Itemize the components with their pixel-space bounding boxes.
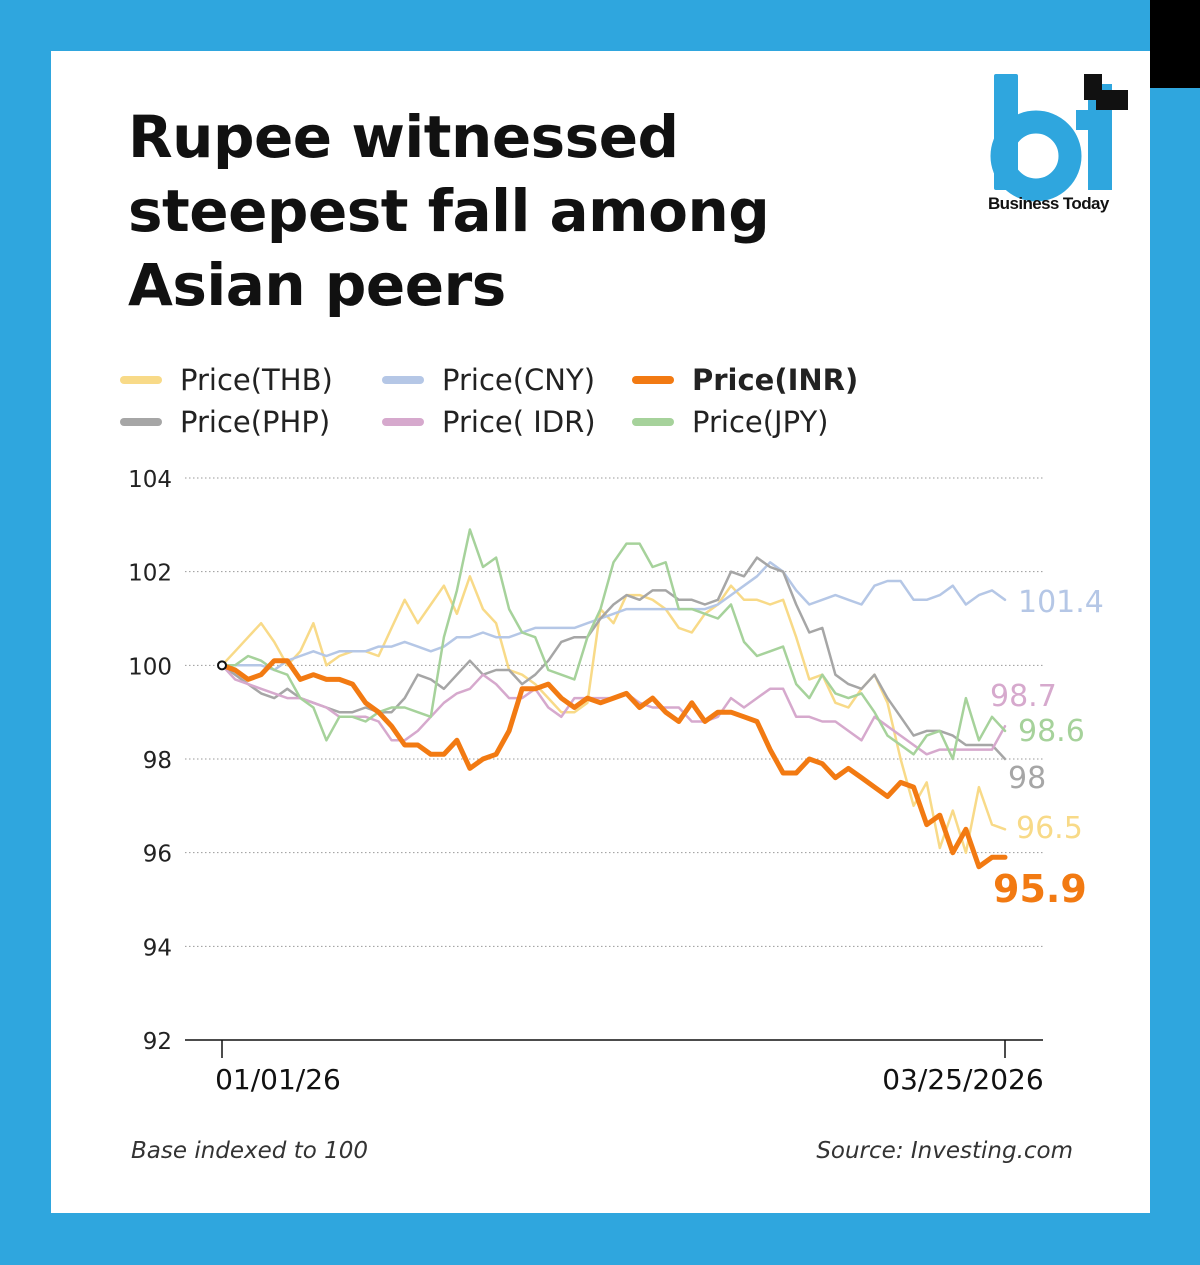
end-label-cny: 101.4	[1018, 585, 1104, 620]
legend-swatch-jpy	[632, 418, 674, 426]
legend-item-thb: Price(THB)	[120, 360, 333, 400]
legend-swatch-thb	[120, 376, 162, 384]
chart-card	[51, 51, 1150, 1213]
series-line-inr	[219, 658, 1008, 870]
y-tick-label-100: 100	[128, 654, 172, 680]
legend-item-jpy: Price(JPY)	[632, 402, 829, 442]
legend-swatch-cny	[382, 376, 424, 384]
legend-label-inr: Price(INR)	[692, 363, 859, 397]
source-credit: Source: Investing.com	[816, 1138, 1073, 1164]
legend-label-php: Price(PHP)	[180, 405, 331, 439]
y-tick-label-104: 104	[128, 467, 172, 493]
legend-label-thb: Price(THB)	[180, 363, 333, 397]
legend-item-cny: Price(CNY)	[382, 360, 595, 400]
x-tick-label-start: 01/01/26	[215, 1063, 341, 1096]
logo-b-bowl	[990, 110, 1082, 202]
legend-label-idr: Price( IDR)	[442, 405, 596, 439]
logo-black-bar	[1096, 90, 1128, 110]
y-tick-label-96: 96	[143, 842, 172, 868]
x-tick-label-end: 03/25/2026	[882, 1063, 1043, 1096]
legend-swatch-idr	[382, 418, 424, 426]
origin-point	[217, 660, 227, 671]
end-label-thb: 96.5	[1016, 811, 1083, 846]
legend-item-inr: Price(INR)	[632, 360, 858, 400]
business-today-logo	[990, 74, 1128, 202]
legend-swatch-php	[120, 418, 162, 426]
series-line-php	[220, 556, 1007, 761]
corner-decoration	[1150, 0, 1200, 88]
y-tick-label-92: 92	[143, 1029, 172, 1055]
brand-name: Business Today	[988, 194, 1109, 213]
end-label-jpy: 98.6	[1018, 714, 1085, 749]
series-line-cny	[220, 561, 1007, 672]
end-label-inr: 95.9	[993, 867, 1087, 911]
legend-item-idr: Price( IDR)	[382, 402, 596, 442]
legend-swatch-inr	[632, 376, 674, 384]
legend-label-jpy: Price(JPY)	[692, 405, 829, 439]
end-label-idr: 98.7	[990, 679, 1057, 714]
series-line-thb	[220, 575, 1007, 854]
base-note: Base indexed to 100	[131, 1138, 369, 1164]
y-tick-label-102: 102	[128, 561, 172, 587]
y-tick-label-98: 98	[143, 748, 172, 774]
y-tick-label-94: 94	[143, 935, 172, 961]
legend-label-cny: Price(CNY)	[442, 363, 596, 397]
series-line-jpy	[220, 528, 1007, 761]
legend-item-php: Price(PHP)	[120, 402, 330, 442]
logo-t-bar	[1076, 110, 1106, 130]
chart-title: Rupee witnessed steepest fall among Asia…	[128, 103, 770, 319]
end-label-php: 98	[1008, 761, 1046, 796]
